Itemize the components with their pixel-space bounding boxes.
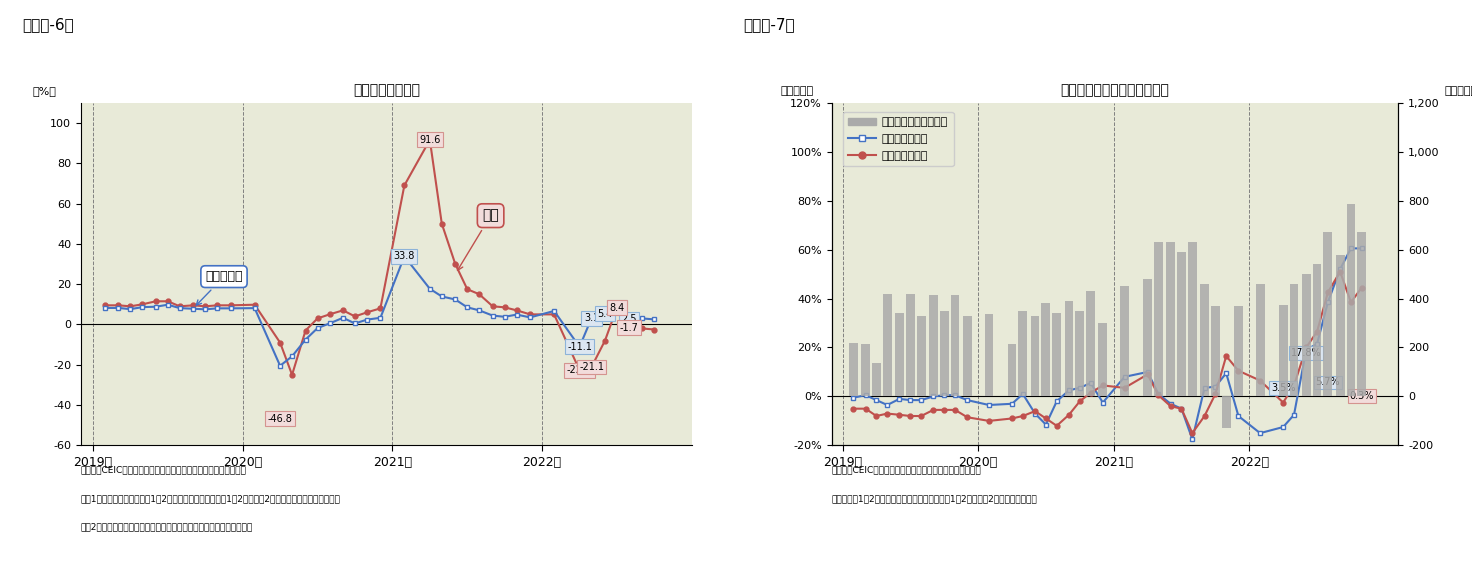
Text: 91.6: 91.6 (420, 135, 440, 145)
Bar (1008, 344, 1016, 396)
Bar (1154, 242, 1163, 396)
Legend: 貿易収支（右目盛り）, 輸出（前年比）, 輸入（前年比）: 貿易収支（右目盛り）, 輸出（前年比）, 輸入（前年比） (843, 112, 954, 166)
Text: 17.8%: 17.8% (1291, 348, 1322, 358)
Bar (1076, 311, 1085, 396)
Text: -21.1: -21.1 (578, 362, 604, 372)
Bar (1234, 306, 1242, 396)
Bar (1335, 255, 1344, 396)
Text: 2.5: 2.5 (621, 315, 637, 324)
Bar (1211, 306, 1220, 396)
Text: 8.4: 8.4 (609, 303, 624, 312)
Bar (1313, 264, 1322, 396)
Bar (985, 315, 994, 396)
Bar (1222, 396, 1231, 428)
Bar (871, 363, 880, 396)
Text: 小売売上高: 小売売上高 (196, 270, 243, 305)
Bar (1279, 305, 1288, 396)
Bar (1052, 313, 1061, 396)
Text: （前年比）: （前年比） (780, 86, 814, 96)
Bar (1166, 242, 1175, 396)
Bar (1347, 204, 1356, 396)
Bar (963, 316, 972, 396)
Text: （図表-6）: （図表-6） (22, 17, 74, 32)
Bar (1200, 284, 1209, 396)
Bar (861, 344, 870, 396)
Title: 小売売上高の推移: 小売売上高の推移 (353, 83, 420, 98)
Bar (1064, 301, 1073, 396)
Text: 5.4: 5.4 (598, 308, 612, 319)
Text: （注2）前月比年率は、中国国家統計局の公表データを元に筆者が推定: （注2）前月比年率は、中国国家統計局の公表データを元に筆者が推定 (81, 522, 253, 532)
Text: （%）: （%） (32, 86, 56, 96)
Text: 3.1: 3.1 (584, 313, 599, 323)
Text: 5.7%: 5.7% (1316, 377, 1340, 388)
Bar (1188, 242, 1197, 396)
Text: -11.1: -11.1 (567, 342, 592, 352)
Bar (1030, 316, 1039, 396)
Bar (1086, 291, 1095, 396)
Text: （注）例年1・2月は春節の影響でぶれるため、1・2月は共に2月時点累計を表示: （注）例年1・2月は春節の影響でぶれるため、1・2月は共に2月時点累計を表示 (832, 494, 1038, 503)
Text: -46.8: -46.8 (268, 414, 293, 424)
Text: （資料）CEIC（出所は中国税関総署）のデータを元に作成: （資料）CEIC（出所は中国税関総署）のデータを元に作成 (832, 465, 982, 475)
Bar (929, 295, 938, 396)
Bar (1323, 232, 1332, 396)
Bar (1289, 284, 1298, 396)
Bar (939, 311, 948, 396)
Text: （注1）前年同月比は、例年1・2月は春節でぶれるため、1・2月は共に2月時点累計（前年比）を表示: （注1）前年同月比は、例年1・2月は春節でぶれるため、1・2月は共に2月時点累計… (81, 494, 342, 503)
Text: （億ドル）: （億ドル） (1444, 86, 1472, 96)
Bar (895, 313, 904, 396)
Text: -22.7: -22.7 (567, 365, 592, 375)
Bar (1301, 274, 1310, 396)
Text: 飲食: 飲食 (458, 208, 499, 271)
Bar (1098, 323, 1107, 396)
Text: （資料）CEIC（出所は中国国家統計局）のデータを元に筆者作成: （資料）CEIC（出所は中国国家統計局）のデータを元に筆者作成 (81, 465, 247, 475)
Bar (917, 316, 926, 396)
Bar (905, 293, 914, 396)
Bar (1019, 311, 1027, 396)
Bar (883, 293, 892, 396)
Text: 0.3%: 0.3% (1350, 391, 1373, 401)
Bar (1042, 303, 1051, 396)
Bar (1144, 279, 1153, 396)
Text: 3.5%: 3.5% (1270, 383, 1295, 393)
Text: 8.4: 8.4 (609, 303, 624, 312)
Title: 輸出入（ドルベース）の推移: 輸出入（ドルベース）の推移 (1061, 83, 1169, 98)
Text: -1.7: -1.7 (620, 323, 639, 333)
Text: 33.8: 33.8 (393, 251, 415, 262)
Bar (951, 295, 960, 396)
Text: （図表-7）: （図表-7） (743, 17, 795, 32)
Bar (1120, 286, 1129, 396)
Bar (1357, 232, 1366, 396)
Bar (1178, 252, 1186, 396)
Bar (849, 343, 858, 396)
Bar (1256, 284, 1264, 396)
